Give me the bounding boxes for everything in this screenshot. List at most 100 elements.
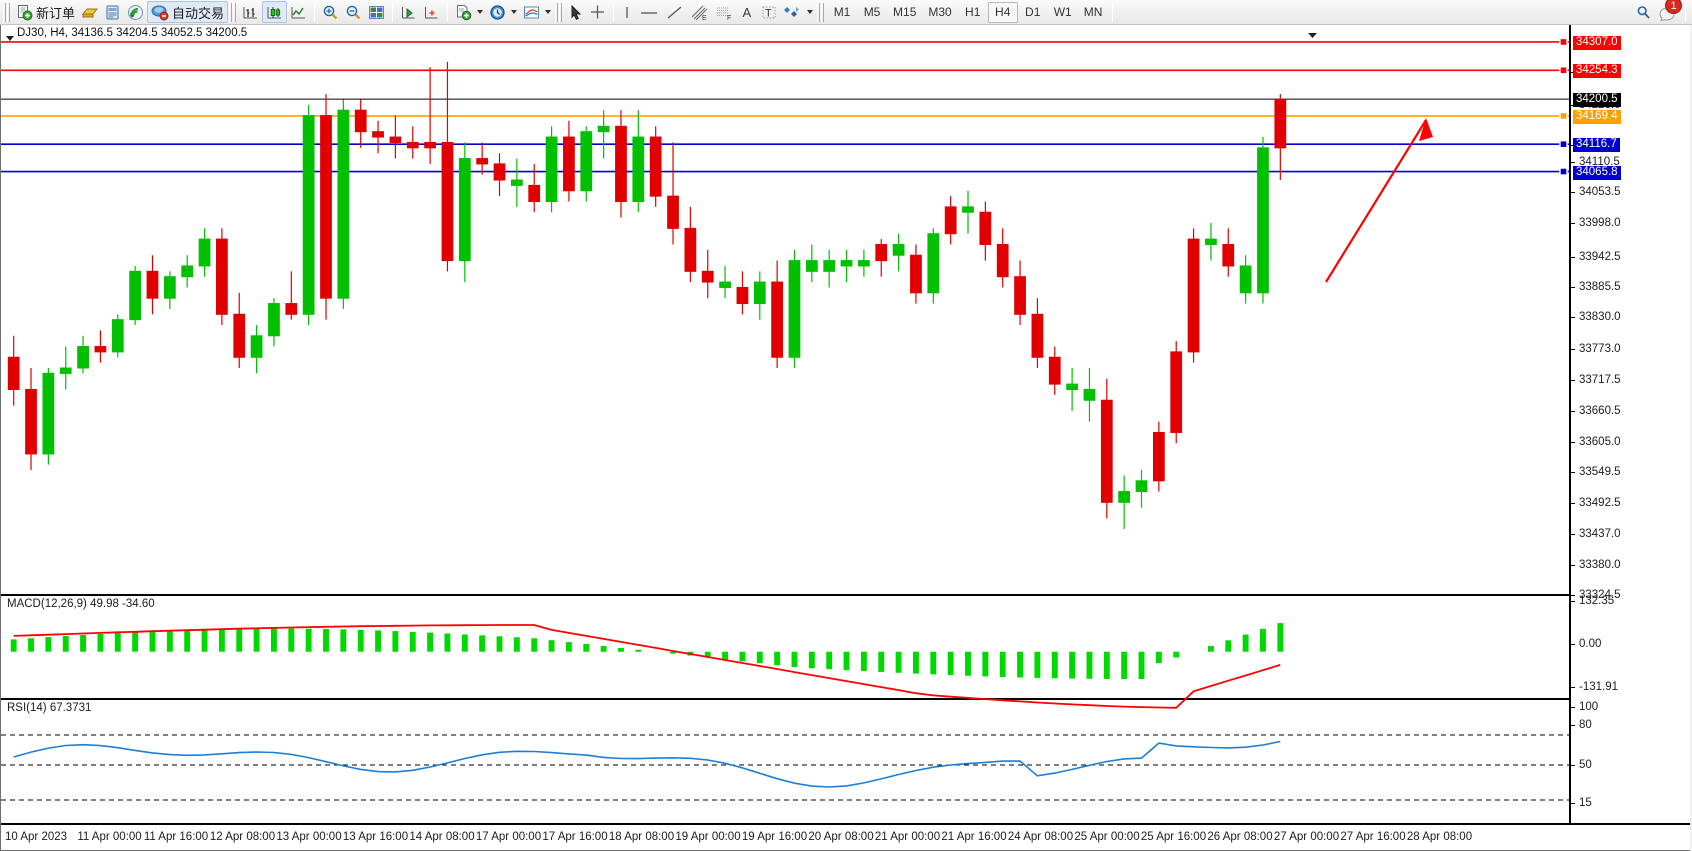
signals-button[interactable] (124, 1, 147, 23)
candle (7, 335, 20, 406)
timeframes-grip[interactable] (817, 2, 825, 22)
indicator-axis-tick (1571, 601, 1575, 602)
price-axis-badge-34169.4[interactable]: 34169.4 (1573, 109, 1621, 124)
candle (892, 233, 905, 272)
horizontal-line-button[interactable] (636, 1, 662, 23)
price-axis-tick (1571, 442, 1575, 443)
alerts-button[interactable]: 1 (1655, 0, 1682, 23)
data-window-button[interactable] (365, 1, 388, 23)
text-label-button[interactable]: A (737, 1, 758, 23)
price-axis-badge-34307.0[interactable]: 34307.0 (1573, 35, 1621, 50)
price-axis-badge-34254.3[interactable]: 34254.3 (1573, 64, 1621, 79)
signals-icon (127, 4, 144, 21)
time-axis[interactable]: 10 Apr 2023 11 Apr 00:00 11 Apr 16:00 12 Ap… (1, 823, 1691, 849)
candle (250, 325, 263, 374)
timeframe-m30[interactable]: M30 (928, 5, 952, 19)
timeframe-m1[interactable]: M1 (833, 5, 851, 19)
candle (424, 67, 436, 164)
period-button[interactable] (486, 1, 520, 23)
zoom-out-button[interactable] (342, 1, 365, 23)
price-axis-badge-34116.7[interactable]: 34116.7 (1573, 138, 1620, 153)
auto-scroll-button[interactable] (420, 1, 443, 23)
candle (805, 244, 818, 283)
price-line-34065.8[interactable] (1, 167, 1569, 176)
chart-plot-area[interactable] (1, 25, 1569, 823)
window-right-edge (1690, 25, 1692, 851)
add-indicator-button[interactable] (452, 1, 486, 23)
vertical-line-button[interactable] (618, 1, 636, 23)
time-axis-label: 11 Apr 00:00 (77, 831, 142, 843)
price-axis[interactable]: 34278.534223.034138.534110.534053.533998… (1569, 25, 1691, 823)
time-axis-label: 25 Apr 00:00 (1074, 831, 1140, 843)
indicator-axis-tick (1571, 707, 1575, 708)
candle (545, 126, 558, 213)
price-axis-badge-34200.5[interactable]: 34200.5 (1573, 93, 1621, 108)
drawing-tools-grip[interactable] (555, 2, 563, 22)
chart-collapse-arrow-icon[interactable] (1307, 26, 1318, 44)
timeframe-m15[interactable]: M15 (893, 5, 917, 19)
trendline-button[interactable] (662, 1, 687, 23)
text-box-button[interactable]: T (758, 1, 780, 23)
macd-signal-line (13, 624, 1281, 709)
equidistant-channel-button[interactable]: E (687, 1, 712, 23)
timeframe-h1[interactable]: H1 (965, 5, 981, 19)
chart-type-group-grip[interactable] (229, 2, 237, 22)
candle (1083, 368, 1096, 422)
cursor-icon (568, 4, 583, 21)
cursor-button[interactable] (565, 1, 586, 23)
chevron-down-icon[interactable] (545, 10, 552, 14)
candlestick-chart-button[interactable] (262, 1, 288, 23)
candle (77, 335, 89, 374)
svg-text:T: T (765, 7, 772, 19)
price-axis-label: 33380.0 (1579, 559, 1621, 571)
price-line-34116.7[interactable] (1, 139, 1569, 149)
indicator-axis-tick (1571, 687, 1575, 688)
chart-shift-button[interactable] (397, 1, 420, 23)
line-chart-button[interactable] (287, 1, 310, 23)
toolbar-grip[interactable] (3, 2, 10, 22)
chevron-down-icon[interactable] (511, 10, 518, 14)
gold-bar-button[interactable] (78, 1, 102, 23)
new-order-button[interactable]: 新订单 (13, 1, 78, 23)
toolbar-separator-4 (613, 2, 615, 22)
timeframe-m5[interactable]: M5 (863, 5, 881, 19)
timeframe-d1[interactable]: D1 (1025, 5, 1041, 19)
indicator-axis-label: 132.35 (1579, 595, 1615, 607)
price-axis-label: 33717.5 (1579, 374, 1621, 386)
news-button[interactable] (102, 1, 124, 23)
search-button[interactable] (1632, 1, 1655, 23)
time-axis-label: 21 Apr 16:00 (941, 831, 1007, 843)
timeframe-mn[interactable]: MN (1083, 5, 1103, 19)
chevron-down-icon[interactable] (477, 10, 484, 14)
candle (962, 190, 974, 234)
chevron-down-icon[interactable] (807, 10, 814, 14)
templates-button[interactable] (520, 1, 554, 23)
time-axis-label: 17 Apr 00:00 (475, 831, 542, 843)
chart-canvas[interactable] (1, 25, 1569, 823)
chart-menu-arrow-icon[interactable] (5, 29, 15, 47)
price-axis-badge-34065.8[interactable]: 34065.8 (1573, 165, 1621, 180)
candle (840, 249, 853, 283)
candle (771, 260, 784, 369)
main-toolbar: 新订单 (0, 0, 1692, 25)
arrows-button[interactable] (780, 1, 816, 23)
timeframe-h4[interactable]: H4 (987, 1, 1018, 23)
price-line-34307.0[interactable] (1, 37, 1569, 47)
fibonacci-button[interactable]: F (712, 1, 737, 23)
bullish-arrow[interactable] (1325, 118, 1433, 283)
chart-window[interactable]: DJ30, H4, 34136.5 34204.5 34052.5 34200.… (0, 25, 1692, 851)
zoom-in-button[interactable] (319, 1, 342, 23)
candle (753, 271, 766, 320)
candle (823, 249, 836, 288)
crosshair-button[interactable] (586, 1, 609, 23)
auto-trading-button[interactable]: 自动交易 (147, 1, 229, 23)
candle (1031, 298, 1044, 369)
time-axis-label: 19 Apr 00:00 (675, 831, 741, 843)
timeframe-w1[interactable]: W1 (1053, 5, 1072, 19)
time-axis-label: 13 Apr 16:00 (342, 831, 409, 843)
candle (615, 110, 627, 218)
bar-chart-button[interactable] (239, 1, 262, 23)
price-line-34169.4[interactable] (1, 111, 1569, 121)
price-line-34254.3[interactable] (1, 66, 1569, 75)
